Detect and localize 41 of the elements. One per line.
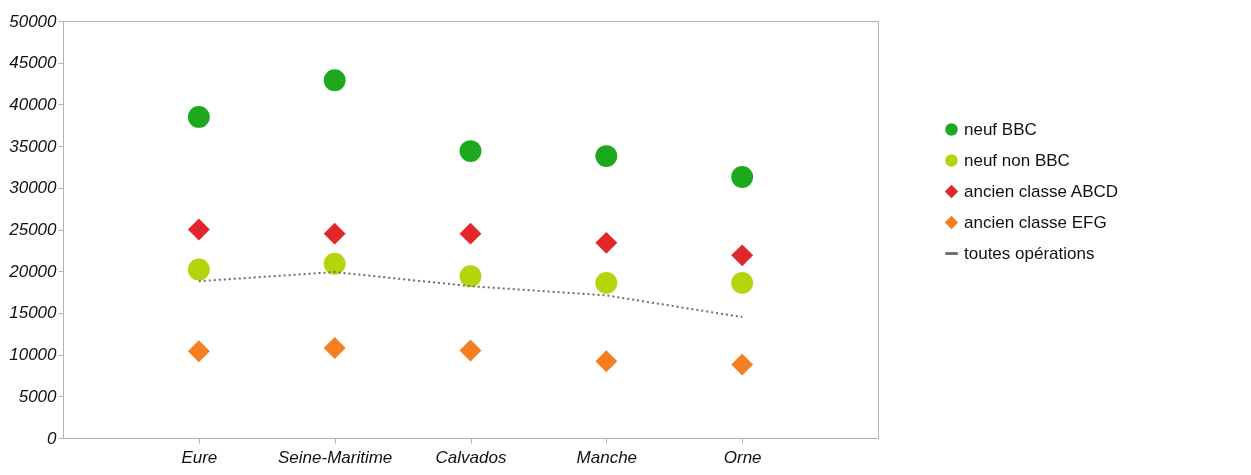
point (459, 140, 482, 163)
point (595, 145, 618, 168)
x-tick-label: Calvados (435, 447, 507, 467)
point (595, 231, 618, 254)
y-tick-label: 35000 (9, 136, 58, 156)
y-tick-label: 45000 (9, 53, 58, 73)
legend-label: ancien classe ABCD (964, 181, 1119, 201)
point (187, 105, 210, 128)
y-tick-label: 50000 (9, 11, 58, 31)
x-tick-label: Manche (576, 447, 638, 467)
x-tick-label: Orne (723, 447, 762, 467)
point (187, 340, 210, 363)
y-tick-label: 5000 (18, 386, 58, 406)
legend-label: toutes opérations (964, 243, 1095, 263)
x-tick-label: Seine-Maritime (278, 447, 393, 467)
y-tick-label: 0 (47, 428, 58, 448)
point (323, 252, 346, 275)
y-tick-label: 20000 (8, 261, 58, 281)
point (323, 336, 346, 359)
y-tick-label: 40000 (9, 94, 58, 114)
point (595, 271, 618, 294)
point (595, 350, 618, 373)
point (731, 271, 754, 294)
y-tick-label: 10000 (9, 345, 58, 365)
point (731, 353, 754, 376)
point (459, 265, 482, 288)
point (323, 222, 346, 245)
legend-label: neuf non BBC (964, 150, 1070, 170)
y-tick-label: 15000 (9, 303, 58, 323)
y-tick-label: 25000 (8, 220, 58, 239)
point (731, 244, 754, 267)
point (187, 258, 210, 281)
legend-label: ancien classe EFG (964, 212, 1107, 232)
legend-label: neuf BBC (964, 119, 1037, 139)
y-tick-label: 30000 (9, 178, 58, 198)
point (187, 218, 210, 241)
point (459, 222, 482, 245)
point (323, 69, 346, 92)
x-tick-label: Eure (181, 447, 218, 467)
point (731, 166, 754, 188)
point (459, 339, 482, 362)
